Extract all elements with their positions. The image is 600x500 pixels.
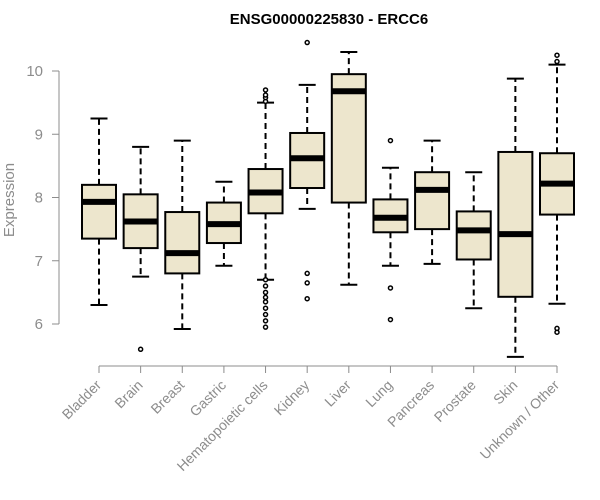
x-tick-label: Unknown / Other: [477, 377, 563, 463]
x-tick-label: Breast: [147, 377, 187, 417]
outlier-point: [262, 87, 269, 93]
outlier-point: [262, 92, 269, 98]
outlier-point: [387, 137, 394, 144]
outlier-point: [304, 295, 310, 302]
x-tick-label: Skin: [490, 377, 521, 408]
box-kidney: [289, 39, 326, 302]
outlier-point: [304, 280, 310, 286]
outlier-point: [262, 276, 269, 283]
box-brain: [122, 145, 159, 353]
outlier-point: [554, 58, 560, 65]
x-tick-label: Prostate: [431, 377, 479, 425]
outlier-point: [262, 299, 269, 305]
y-tick-label: 6: [35, 316, 43, 333]
x-tick-label: Kidney: [271, 377, 313, 419]
outlier-point: [304, 39, 310, 46]
y-tick-label: 10: [26, 63, 43, 80]
y-tick-label: 8: [35, 190, 43, 207]
iqr-box: [414, 171, 451, 231]
outlier-point: [554, 52, 560, 58]
x-tick-label: Brain: [111, 377, 145, 411]
box-skin: [497, 77, 534, 358]
y-tick-label: 7: [35, 253, 43, 270]
iqr-box: [497, 150, 534, 298]
box-lung: [372, 137, 409, 323]
x-tick-label: Liver: [321, 377, 354, 410]
outlier-point: [262, 318, 269, 324]
outlier-point: [387, 316, 394, 323]
iqr-box: [330, 73, 367, 204]
outlier-point: [262, 324, 269, 330]
outlier-point: [262, 305, 269, 311]
iqr-box: [164, 211, 201, 275]
box-bladder: [81, 117, 117, 307]
outlier-point: [262, 294, 269, 301]
box-hematopoietic-cells: [247, 87, 284, 330]
box-pancreas: [414, 139, 451, 265]
box-prostate: [455, 171, 492, 310]
iqr-box: [81, 183, 117, 240]
box-liver: [330, 51, 367, 286]
outlier-point: [262, 283, 269, 289]
x-tick-label: Bladder: [59, 377, 105, 423]
box-unknown-other: [539, 52, 575, 335]
outlier-point: [387, 285, 394, 291]
outlier-point: [262, 311, 269, 318]
chart-title: ENSG00000225830 - ERCC6: [230, 11, 428, 28]
outlier-point: [554, 325, 560, 332]
box-breast: [164, 139, 201, 331]
iqr-box: [455, 210, 492, 261]
boxes: [81, 39, 575, 358]
outlier-point: [262, 289, 269, 296]
y-axis-label: Expression: [1, 163, 18, 237]
x-tick-label: Lung: [362, 377, 395, 410]
box-gastric: [205, 180, 242, 267]
y-tick-label: 9: [35, 126, 43, 143]
outlier-point: [137, 346, 144, 353]
outlier-point: [304, 270, 310, 277]
